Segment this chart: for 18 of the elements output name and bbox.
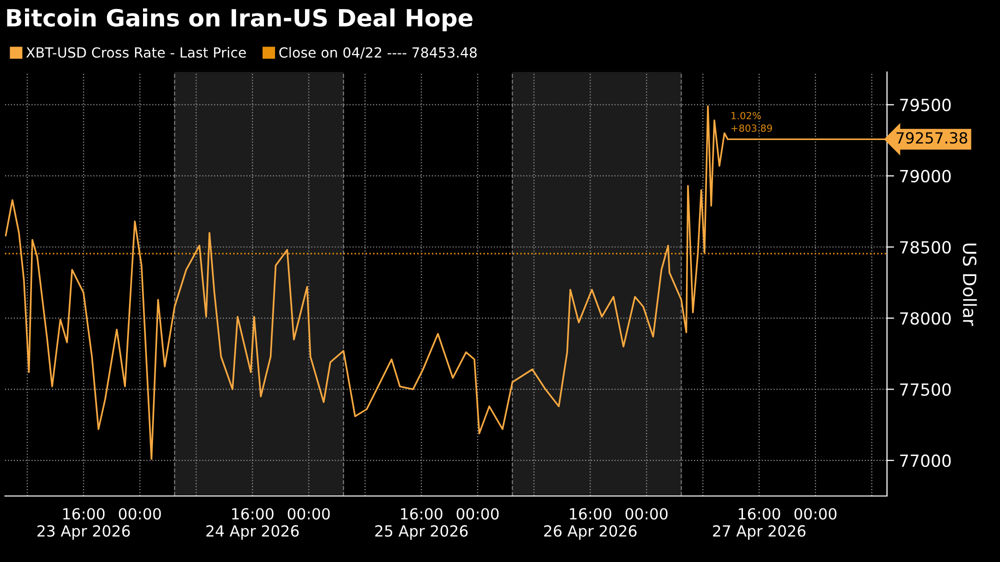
annotation: +803.89 — [732, 124, 772, 132]
x-tick-label: 00:00 — [456, 508, 499, 520]
y-tick-label: 77000 — [900, 454, 951, 467]
y-tick-label: 79500 — [900, 98, 951, 112]
y-axis-title: US Dollar — [962, 244, 977, 326]
y-tick-label: 77500 — [900, 383, 951, 396]
x-tick-label: 00:00 — [794, 508, 836, 520]
x-tick-label: 00:00 — [288, 508, 330, 520]
x-tick-label: 00:00 — [118, 508, 161, 520]
chart-title: Bitcoin Gains on Iran-US Deal Hope — [7, 8, 472, 32]
y-tick-label: 78000 — [900, 312, 951, 325]
annotation: 1.02% — [732, 112, 761, 120]
legend-label: Close on 04/22 ---- 78453.48 — [279, 47, 477, 59]
y-tick-label: 79000 — [900, 170, 951, 182]
y-tick-label: 78500 — [900, 240, 951, 254]
data-label: 79257.38 — [896, 132, 968, 144]
x-tick-label: 00:00 — [626, 508, 668, 520]
legend-label: XBT-USD Cross Rate - Last Price — [26, 47, 246, 58]
